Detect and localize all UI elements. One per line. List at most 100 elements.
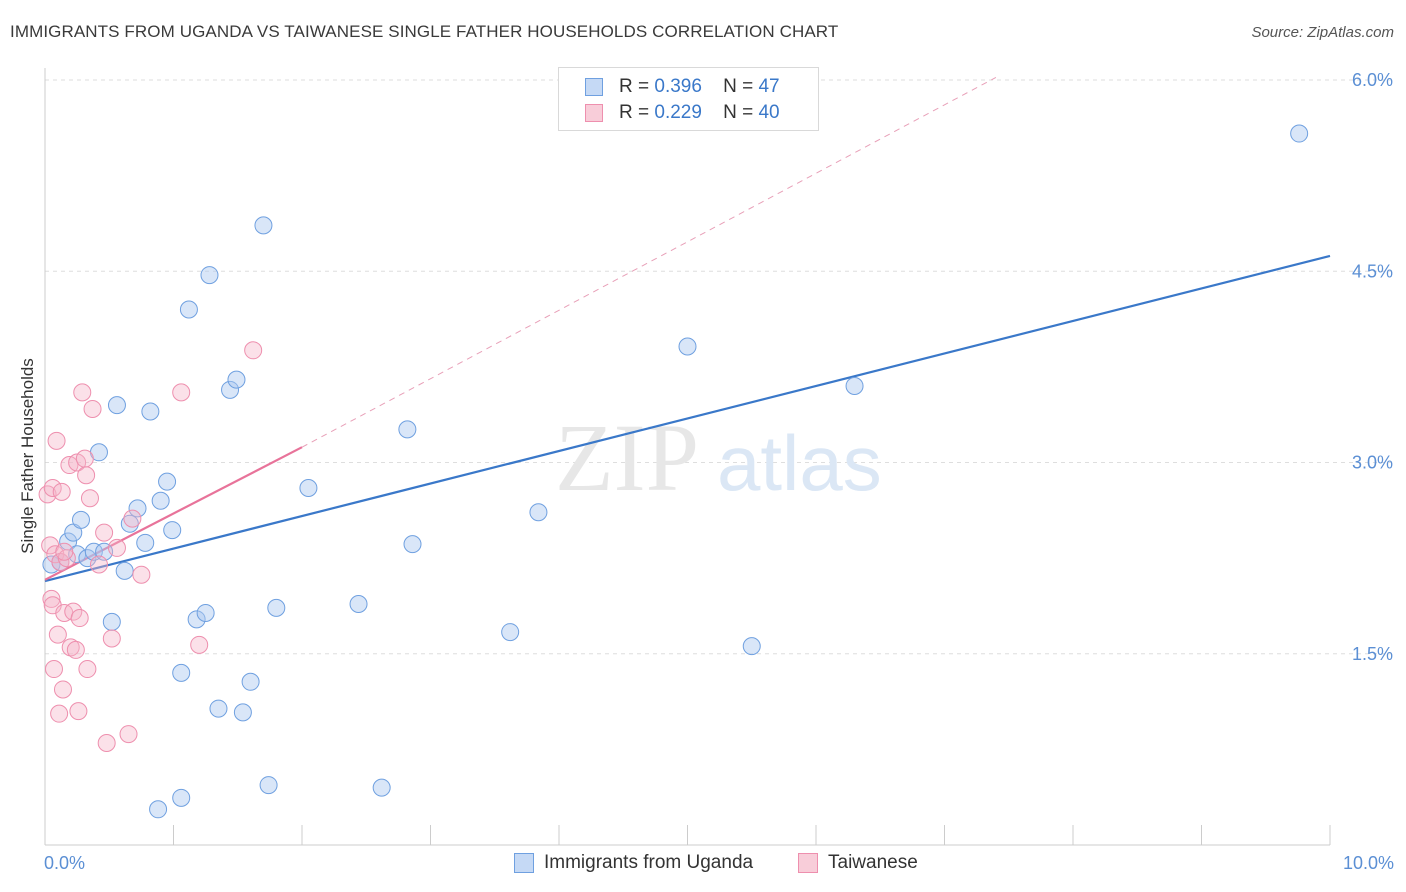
uganda-point-29 <box>241 672 260 691</box>
uganda-point-13 <box>120 514 139 533</box>
taiwanese-point-37 <box>190 635 209 654</box>
chart-title: IMMIGRANTS FROM UGANDA VS TAIWANESE SING… <box>10 22 839 41</box>
taiwanese-point-25 <box>78 660 97 679</box>
uganda-point-25 <box>209 699 228 718</box>
uganda-point-26 <box>221 380 240 399</box>
uganda-point-30 <box>254 216 273 235</box>
legend: R = 0.396 N = 47 R = 0.229 N = 40 <box>558 67 819 131</box>
taiwanese-point-2 <box>42 589 61 608</box>
legend-r-label: R = <box>619 102 650 123</box>
uganda-point-37 <box>403 535 422 554</box>
gridlines <box>45 79 1392 655</box>
uganda-trend-line <box>44 254 1331 583</box>
uganda-point-45 <box>149 800 168 819</box>
data-points <box>38 102 1309 819</box>
taiwanese-point-3 <box>43 479 62 497</box>
legend-n-uganda: 47 <box>758 76 780 97</box>
legend-r-taiwanese: 0.229 <box>654 102 702 123</box>
uganda-point-18 <box>158 472 177 491</box>
taiwanese-point-9 <box>50 704 69 723</box>
uganda-point-19 <box>163 521 182 540</box>
taiwanese-point-39 <box>55 542 74 561</box>
uganda-point-39 <box>529 503 548 522</box>
uganda-point-10 <box>102 612 121 631</box>
bottom-legend-taiwanese: Taiwanese <box>798 852 918 874</box>
uganda-point-14 <box>128 499 147 518</box>
uganda-point-24 <box>200 266 219 285</box>
taiwanese-point-30 <box>97 734 116 752</box>
taiwanese-point-34 <box>123 509 142 528</box>
legend-n-label: N = <box>723 102 754 123</box>
bottom-legend-swatch-uganda <box>514 853 534 873</box>
taiwanese-point-20 <box>69 702 88 721</box>
x-tick-label-1: 10.0% <box>1343 853 1394 873</box>
y-tick-label-0: 1.5% <box>1352 644 1393 664</box>
y-tick-label-2: 4.5% <box>1352 261 1393 281</box>
uganda-point-46 <box>172 788 191 807</box>
taiwanese-point-11 <box>52 482 71 501</box>
uganda-point-5 <box>71 510 90 529</box>
uganda-point-43 <box>845 377 864 395</box>
taiwanese-point-21 <box>70 609 89 628</box>
uganda-point-32 <box>267 598 286 617</box>
taiwanese-point-18 <box>66 640 85 659</box>
uganda-point-36 <box>398 420 417 439</box>
taiwanese-point-27 <box>83 399 102 418</box>
taiwanese-point-28 <box>89 555 108 574</box>
taiwanese-point-17 <box>64 602 83 621</box>
uganda-point-16 <box>141 402 160 421</box>
legend-swatch-taiwanese <box>585 104 603 122</box>
uganda-point-35 <box>372 778 391 797</box>
taiwanese-point-5 <box>44 660 63 679</box>
uganda-point-20 <box>172 663 191 682</box>
uganda-point-40 <box>678 337 697 356</box>
uganda-point-38 <box>501 623 520 642</box>
taiwanese-point-26 <box>80 489 99 508</box>
uganda-point-27 <box>227 370 246 389</box>
uganda-point-23 <box>196 603 215 622</box>
uganda-point-15 <box>136 533 155 552</box>
legend-r-label: R = <box>619 76 650 97</box>
taiwanese-point-36 <box>172 383 191 402</box>
taiwanese-point-16 <box>61 638 80 657</box>
legend-n-taiwanese: 40 <box>758 102 780 123</box>
uganda-point-44 <box>1290 124 1309 143</box>
uganda-point-12 <box>115 561 134 580</box>
legend-r-uganda: 0.396 <box>654 76 702 97</box>
tick-labels: 1.5% 3.0% 4.5% 6.0% 0.0% 10.0% <box>44 70 1394 873</box>
taiwanese-point-8 <box>48 625 67 644</box>
taiwanese-trend-extension <box>301 77 997 448</box>
taiwanese-point-38 <box>244 341 263 360</box>
bottom-legend-swatch-taiwanese <box>798 853 818 873</box>
taiwanese-point-29 <box>95 523 114 542</box>
bottom-legend-label-taiwanese: Taiwanese <box>828 852 918 873</box>
taiwanese-point-22 <box>73 383 92 402</box>
taiwanese-point-32 <box>107 538 126 557</box>
x-tick-label-0: 0.0% <box>44 853 85 873</box>
y-tick-label-3: 6.0% <box>1352 70 1393 90</box>
legend-swatch-uganda <box>585 78 603 96</box>
bottom-legend-uganda: Immigrants from Uganda <box>514 852 753 874</box>
axes <box>44 68 1331 846</box>
watermark-atlas: atlas <box>717 419 882 507</box>
uganda-point-17 <box>151 491 170 510</box>
taiwanese-point-35 <box>132 565 151 584</box>
uganda-point-31 <box>259 776 278 795</box>
taiwanese-point-7 <box>47 431 66 450</box>
taiwanese-point-31 <box>102 629 121 648</box>
uganda-point-11 <box>107 396 126 415</box>
taiwanese-point-24 <box>77 466 96 485</box>
y-tick-label-1: 3.0% <box>1352 453 1393 473</box>
uganda-point-22 <box>187 610 206 629</box>
taiwanese-point-33 <box>119 725 138 744</box>
uganda-point-33 <box>299 479 318 497</box>
source-label: Source: ZipAtlas.com <box>1251 24 1394 41</box>
bottom-legend-label-uganda: Immigrants from Uganda <box>544 852 754 873</box>
legend-n-label: N = <box>723 76 754 97</box>
uganda-point-34 <box>349 595 368 614</box>
taiwanese-point-23 <box>75 449 94 468</box>
uganda-point-6 <box>78 549 97 568</box>
uganda-point-28 <box>233 703 252 722</box>
taiwanese-point-12 <box>53 680 72 699</box>
